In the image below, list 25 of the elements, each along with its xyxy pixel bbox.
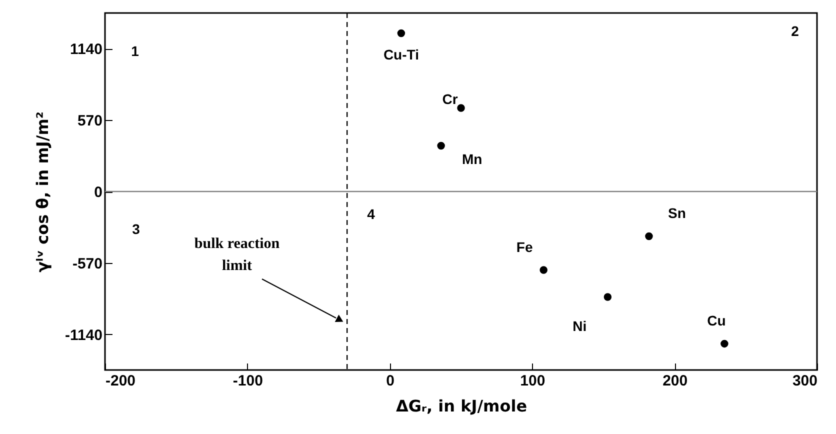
annotation: Cr [442,90,458,107]
annotation: 4 [367,206,376,222]
x-axis-title: ΔGᵣ, in kJ/mole [396,396,528,416]
annotation: 2 [791,23,800,39]
y-axis-title: γˡᵛ cos θ, in mJ/m² [32,112,52,272]
x-tick-label: -200 [106,372,136,390]
annotation: 3 [132,221,140,237]
ref-line-label: bulk reaction limit [194,236,280,274]
annotation: Mn [462,150,482,167]
annotation: Fe [516,239,533,256]
y-tick-label: 570 [77,112,102,130]
x-tick-label: 100 [520,372,546,390]
annotation: Cu-Ti [383,46,419,62]
x-tick-label: 300 [792,372,818,390]
y-tick-label: -1140 [64,326,102,344]
x-tick-label: 0 [386,372,394,390]
annotation: Ni [572,318,587,334]
annotation: Sn [668,205,686,222]
x-tick-label: 200 [662,372,688,390]
y-tick-label: 1140 [70,41,102,58]
x-tick-label: -100 [232,372,263,390]
annotation: 1 [131,43,140,59]
y-tick-label: -570 [72,255,102,272]
y-tick-label: 0 [94,184,102,201]
annotation: Cu [707,312,726,329]
